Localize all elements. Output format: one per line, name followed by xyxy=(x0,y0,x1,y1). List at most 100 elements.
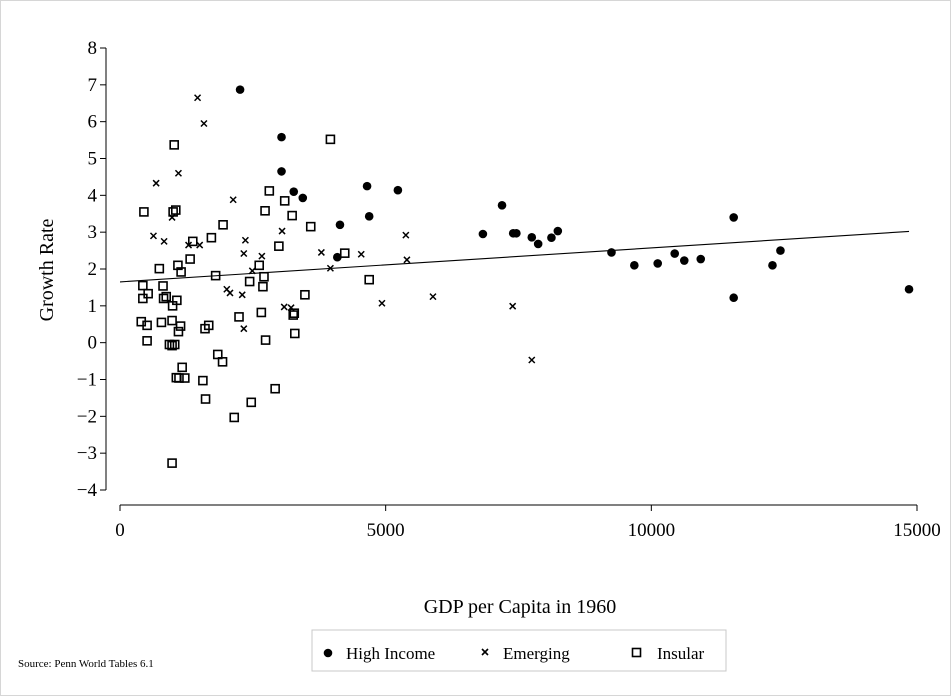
emerging-point xyxy=(259,253,265,259)
y-tick-label: 7 xyxy=(88,75,98,96)
insular-point xyxy=(271,385,279,393)
high-income-point xyxy=(277,133,286,142)
y-tick-label: −2 xyxy=(77,406,97,427)
y-tick-label: 0 xyxy=(88,333,98,354)
y-tick-label: 1 xyxy=(88,296,98,317)
high-income-point xyxy=(498,201,507,210)
high-income-point xyxy=(547,233,556,242)
insular-point xyxy=(181,374,189,382)
x-tick-label: 10000 xyxy=(628,520,676,541)
insular-point xyxy=(307,223,315,231)
emerging-point xyxy=(227,290,233,296)
insular-point xyxy=(291,329,299,337)
emerging-point xyxy=(529,357,535,363)
high-income-point xyxy=(365,212,374,221)
insular-point xyxy=(275,242,283,250)
insular-point xyxy=(219,221,227,229)
insular-point xyxy=(265,187,273,195)
emerging-point xyxy=(404,257,410,263)
high-income-point xyxy=(670,249,679,258)
insular-point xyxy=(246,278,254,286)
y-tick-label: 6 xyxy=(88,112,98,133)
insular-point xyxy=(178,363,186,371)
high-income-point xyxy=(512,229,521,238)
high-income-point xyxy=(336,221,345,230)
insular-point xyxy=(159,282,167,290)
source-note: Source: Penn World Tables 6.1 xyxy=(18,658,154,670)
high-income-point xyxy=(607,248,616,257)
high-income-point xyxy=(729,213,738,222)
emerging-point xyxy=(241,251,247,257)
high-income-point xyxy=(653,259,662,268)
insular-point xyxy=(186,255,194,263)
insular-point xyxy=(247,398,255,406)
insular-point xyxy=(202,395,210,403)
emerging-point xyxy=(201,121,207,127)
y-tick-label: 4 xyxy=(88,185,98,206)
high-income-point xyxy=(277,167,286,176)
y-tick-label: 5 xyxy=(88,149,98,170)
emerging-point xyxy=(281,304,287,310)
insular-point xyxy=(155,265,163,273)
insular-point xyxy=(281,197,289,205)
legend-label-insular: Insular xyxy=(657,644,705,663)
emerging-point xyxy=(379,300,385,306)
emerging-point xyxy=(239,292,245,298)
emerging-point xyxy=(161,238,167,244)
emerging-point xyxy=(175,170,181,176)
y-tick-label: −4 xyxy=(77,480,98,501)
insular-point xyxy=(168,459,176,467)
high-income-point xyxy=(236,85,245,94)
high-income-point xyxy=(905,285,914,294)
high-income-point xyxy=(680,256,689,265)
insular-point xyxy=(170,141,178,149)
legend-square-marker xyxy=(633,649,641,657)
insular-point xyxy=(168,317,176,325)
high-income-point xyxy=(479,230,488,239)
insular-point xyxy=(175,374,183,382)
insular-point xyxy=(341,249,349,257)
plot-area: 876543210−1−2−3−4050001000015000 xyxy=(77,38,941,541)
insular-point xyxy=(326,135,334,143)
high-income-point xyxy=(768,261,777,270)
emerging-point xyxy=(153,180,159,186)
insular-point xyxy=(288,212,296,220)
legend-label-emerging: Emerging xyxy=(503,644,570,663)
insular-point xyxy=(260,273,268,281)
insular-point xyxy=(139,282,147,290)
high-income-point xyxy=(729,293,738,302)
emerging-point xyxy=(279,228,285,234)
high-income-point xyxy=(630,261,639,270)
emerging-point xyxy=(403,232,409,238)
insular-point xyxy=(259,283,267,291)
x-axis-title: GDP per Capita in 1960 xyxy=(424,596,617,618)
insular-point xyxy=(230,413,238,421)
high-income-point xyxy=(363,182,372,191)
insular-point xyxy=(257,308,265,316)
legend-label-high-income: High Income xyxy=(346,644,435,663)
insular-point xyxy=(143,337,151,345)
emerging-point xyxy=(230,197,236,203)
insular-point xyxy=(177,322,185,330)
emerging-point xyxy=(150,233,156,239)
insular-point xyxy=(199,377,207,385)
emerging-point xyxy=(195,95,201,101)
high-income-point xyxy=(527,233,536,242)
high-income-point xyxy=(298,194,307,203)
emerging-point xyxy=(358,251,364,257)
emerging-point xyxy=(241,326,247,332)
insular-point xyxy=(172,374,180,382)
emerging-point xyxy=(242,237,248,243)
insular-point xyxy=(174,328,182,336)
y-tick-label: −1 xyxy=(77,370,97,391)
insular-point xyxy=(262,336,270,344)
y-tick-label: −3 xyxy=(77,443,97,464)
high-income-point xyxy=(394,186,403,195)
legend: High Income Emerging Insular xyxy=(312,630,726,671)
insular-point xyxy=(235,313,243,321)
high-income-point xyxy=(534,240,543,249)
y-tick-label: 3 xyxy=(88,222,98,243)
fit-line xyxy=(120,231,909,281)
legend-circle-marker xyxy=(324,649,333,658)
